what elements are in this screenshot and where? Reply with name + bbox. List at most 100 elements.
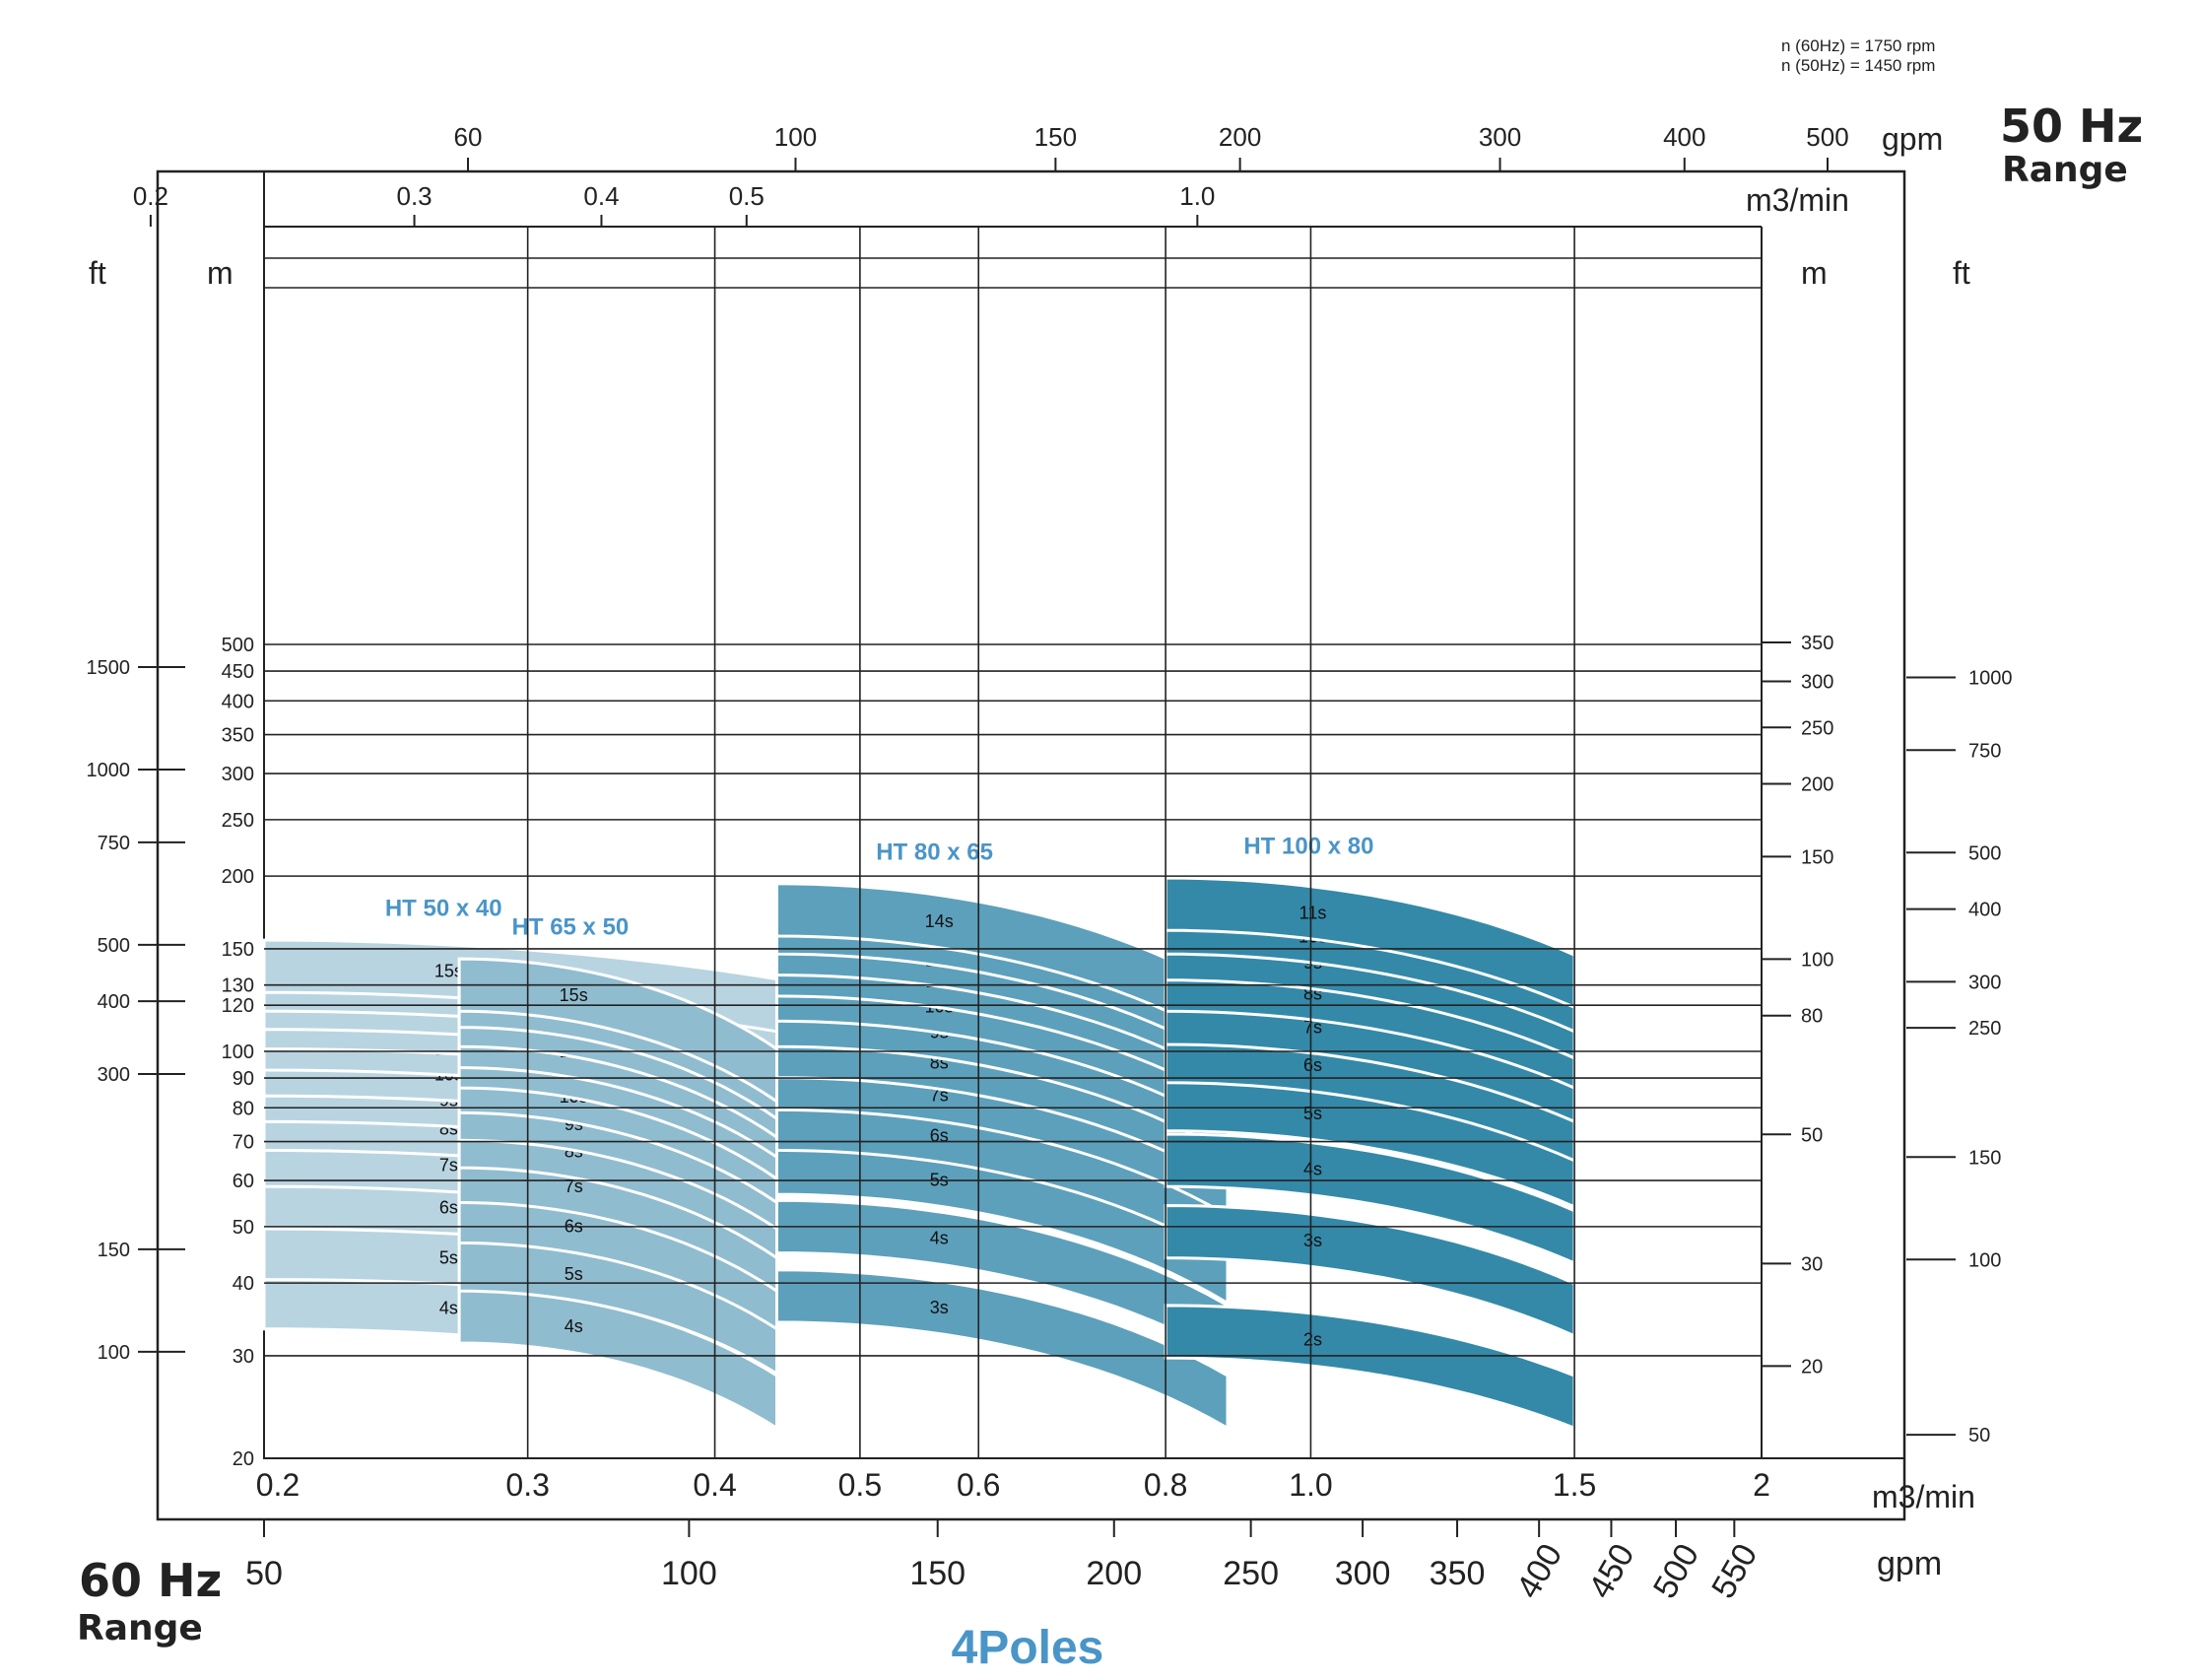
top-gpm-tick-label: 150: [1034, 122, 1077, 152]
left-m-tick-label: 50: [233, 1217, 254, 1239]
bottom-gpm-unit-label: gpm: [1877, 1545, 1942, 1582]
bottom-gpm-tick-label: 500: [1646, 1537, 1706, 1604]
bottom-m3min-tick-label: 0.4: [693, 1467, 736, 1503]
stage-label-6s: 6s: [930, 1126, 949, 1146]
bottom-m3min-tick-label: 0.5: [838, 1467, 882, 1503]
top-gpm-tick-label: 200: [1219, 122, 1261, 152]
left-ft-unit-label: ft: [89, 255, 106, 291]
series-name-label: HT 100 x 80: [1243, 834, 1373, 860]
bottom-m3min-unit-label: m3/min: [1872, 1479, 1975, 1514]
bottom-gpm-tick-label: 250: [1223, 1555, 1279, 1592]
stage-label-4s: 4s: [930, 1228, 949, 1247]
bottom-m3min-tick-label: 1.5: [1553, 1467, 1596, 1503]
left-ft-tick-label: 100: [98, 1342, 130, 1364]
left-m-tick-label: 30: [233, 1346, 254, 1368]
right-m-tick-label: 20: [1801, 1356, 1823, 1378]
left-m-tick-label: 300: [222, 764, 254, 785]
bottom-m3min-tick-label: 2: [1753, 1467, 1770, 1503]
left-ft-tick-label: 150: [98, 1240, 130, 1261]
series-name-label: HT 80 x 65: [876, 839, 993, 865]
bottom-m3min-tick-label: 0.8: [1144, 1467, 1187, 1503]
right-m-tick-label: 30: [1801, 1253, 1823, 1275]
right-ft-tick-label: 500: [1968, 842, 2001, 864]
stage-label-3s: 3s: [1303, 1231, 1322, 1250]
series-ht-100-x-80: 2s3s4s5s6s7s8s9s10s11sHT 100 x 80: [1164, 834, 1576, 1431]
bottom-gpm-tick-label: 400: [1509, 1537, 1569, 1604]
speed-note-50hz: n (50Hz) = 1450 rpm: [1781, 56, 1935, 75]
bottom-m3min-tick-label: 0.2: [256, 1467, 300, 1503]
stage-label-2s: 2s: [1303, 1330, 1322, 1350]
stage-label-5s: 5s: [565, 1264, 583, 1284]
left-m-unit-label: m: [207, 255, 233, 291]
right-ft-tick-label: 300: [1968, 972, 2001, 993]
right-ft-tick-label: 150: [1968, 1147, 2001, 1169]
right-m-tick-label: 250: [1801, 717, 1833, 739]
stage-label-11s: 11s: [1299, 904, 1327, 923]
series-name-label: HT 50 x 40: [385, 896, 502, 922]
left-m-tick-label: 120: [222, 995, 254, 1017]
top-m3min-tick-label: 0.4: [583, 181, 619, 211]
band-3s: [775, 1268, 1230, 1431]
right-m-unit-label: m: [1801, 255, 1828, 291]
bottom-gpm-tick-label: 50: [245, 1555, 283, 1592]
range-50hz-subtitle: Range: [2002, 150, 2128, 190]
right-ft-tick-label: 250: [1968, 1018, 2001, 1040]
top-m3min-unit-label: m3/min: [1746, 182, 1849, 218]
right-ft-tick-label: 50: [1968, 1425, 1990, 1446]
bottom-gpm-tick-label: 350: [1430, 1555, 1486, 1592]
stage-label-15s: 15s: [560, 985, 588, 1005]
curve-bands: 4s5s6s7s8s9s10s11s12s13s14s15sHT 50 x 40…: [262, 834, 1576, 1431]
top-gpm-tick-label: 400: [1663, 122, 1705, 152]
stage-label-5s: 5s: [1303, 1104, 1322, 1123]
left-m-tick-label: 130: [222, 975, 254, 997]
right-ft-tick-label: 750: [1968, 740, 2001, 762]
speed-note-60hz: n (60Hz) = 1750 rpm: [1781, 36, 1935, 55]
left-m-tick-label: 70: [233, 1132, 254, 1154]
left-m-tick-label: 200: [222, 866, 254, 888]
left-ft-tick-label: 500: [98, 935, 130, 957]
bottom-gpm-tick-label: 100: [661, 1555, 717, 1592]
left-m-tick-label: 80: [233, 1098, 254, 1119]
left-m-tick-label: 500: [222, 635, 254, 656]
left-m-tick-label: 400: [222, 691, 254, 712]
stage-label-6s: 6s: [439, 1197, 458, 1217]
bottom-gpm-tick-label: 300: [1335, 1555, 1391, 1592]
bottom-m3min-tick-label: 1.0: [1289, 1467, 1332, 1503]
left-ft-tick-label: 1500: [87, 657, 131, 679]
stage-label-4s: 4s: [439, 1299, 458, 1318]
left-m-tick-label: 150: [222, 939, 254, 961]
right-m-tick-label: 300: [1801, 672, 1833, 694]
stage-label-3s: 3s: [930, 1298, 949, 1317]
top-m3min-tick-label: 0.2: [133, 181, 168, 211]
bottom-m3min-tick-label: 0.3: [505, 1467, 549, 1503]
right-m-tick-label: 150: [1801, 846, 1833, 868]
series-ht-80-x-65: 3s4s5s6s7s8s9s10s11s12s13s14sHT 80 x 65: [775, 839, 1230, 1431]
top-gpm-tick-label: 60: [454, 122, 483, 152]
range-60hz-subtitle: Range: [77, 1608, 203, 1648]
top-m3min-tick-label: 0.5: [729, 181, 765, 211]
right-ft-tick-label: 100: [1968, 1249, 2001, 1271]
stage-label-7s: 7s: [439, 1156, 458, 1176]
right-m-tick-label: 80: [1801, 1006, 1823, 1028]
stage-label-4s: 4s: [565, 1316, 583, 1336]
right-ft-unit-label: ft: [1953, 255, 1970, 291]
left-m-tick-label: 40: [233, 1273, 254, 1295]
left-m-tick-label: 350: [222, 725, 254, 747]
left-m-tick-label: 450: [222, 661, 254, 683]
left-m-tick-label: 250: [222, 810, 254, 832]
top-gpm-tick-label: 300: [1479, 122, 1521, 152]
top-gpm-tick-label: 100: [774, 122, 817, 152]
top-m3min-tick-label: 1.0: [1179, 181, 1215, 211]
left-ft-tick-label: 750: [98, 833, 130, 854]
right-m-tick-label: 50: [1801, 1124, 1823, 1146]
stage-label-4s: 4s: [1303, 1159, 1322, 1178]
stage-label-14s: 14s: [925, 911, 954, 931]
right-m-tick-label: 350: [1801, 633, 1833, 654]
right-ft-tick-label: 1000: [1968, 667, 2013, 689]
stage-label-6s: 6s: [1303, 1055, 1322, 1075]
left-m-tick-label: 90: [233, 1068, 254, 1090]
stage-label-7s: 7s: [1303, 1017, 1322, 1037]
chart-title: 4Poles: [952, 1622, 1104, 1674]
